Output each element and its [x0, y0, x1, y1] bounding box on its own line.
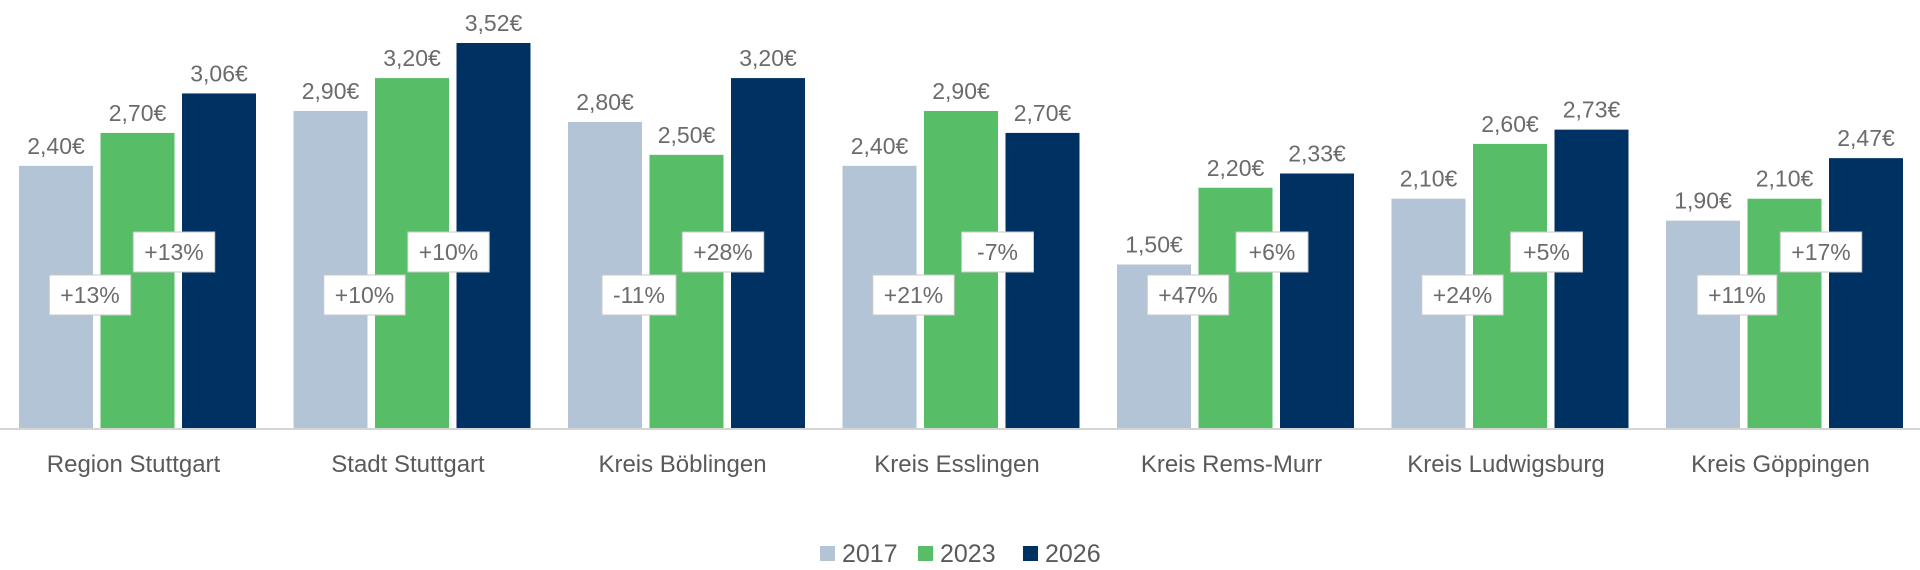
change-label-2023-2026-0: +13%: [144, 239, 203, 265]
value-label-2026-5: 2,73€: [1563, 97, 1621, 123]
value-label-2017-3: 2,40€: [851, 133, 909, 159]
bar-2017-6: [1666, 220, 1740, 429]
change-label-2023-2026-2-box: [681, 231, 765, 273]
change-label-2023-2026-2: +28%: [693, 239, 752, 265]
change-label-2023-2026-6: +17%: [1791, 239, 1850, 265]
value-label-2026-0: 3,06€: [190, 60, 248, 86]
value-label-2023-4: 2,20€: [1207, 155, 1265, 181]
change-label-2017-2023-3-box: [872, 274, 955, 316]
bar-2026-4: [1280, 173, 1354, 429]
value-label-2026-2: 3,20€: [739, 45, 797, 71]
value-label-2023-5: 2,60€: [1481, 111, 1539, 137]
category-label-4: Kreis Rems-Murr: [1141, 451, 1322, 478]
legend-swatch-2017: [820, 546, 835, 561]
legend: 2017 2023 2026: [820, 540, 1101, 568]
legend-label-2017: 2017: [842, 540, 898, 568]
change-label-2023-2026-1-box: [407, 231, 490, 273]
value-label-2017-6: 1,90€: [1674, 188, 1732, 214]
value-label-2026-3: 2,70€: [1014, 100, 1072, 126]
change-label-2017-2023-1: +10%: [335, 282, 394, 308]
category-label-1: Stadt Stuttgart: [331, 451, 485, 478]
value-label-2023-1: 3,20€: [383, 45, 441, 71]
change-label-2017-2023-5-box: [1421, 274, 1504, 316]
change-label-2017-2023-5: +24%: [1433, 282, 1492, 308]
category-label-3: Kreis Esslingen: [874, 451, 1039, 478]
value-label-2017-2: 2,80€: [576, 89, 634, 115]
change-label-2017-2023-2-box: [601, 274, 677, 316]
value-label-2017-0: 2,40€: [27, 133, 85, 159]
change-label-2023-2026-5: +5%: [1523, 239, 1570, 265]
legend-swatch-2026: [1023, 546, 1038, 561]
value-label-2026-6: 2,47€: [1837, 125, 1895, 151]
value-label-2023-2: 2,50€: [658, 122, 716, 148]
change-label-2017-2023-1-box: [323, 274, 406, 316]
change-labels-layer: +13% +13% +10% +10% -11% +28% +21% -7% +47% +6% +2…: [48, 231, 1863, 316]
legend-label-2023: 2023: [940, 540, 996, 568]
change-label-2023-2026-4: +6%: [1249, 239, 1296, 265]
value-label-2026-4: 2,33€: [1288, 140, 1346, 166]
change-label-2017-2023-6: +11%: [1708, 282, 1766, 308]
change-label-2023-2026-3: -7%: [977, 239, 1018, 265]
category-label-0: Region Stuttgart: [47, 451, 221, 478]
change-label-2023-2026-6-box: [1779, 231, 1863, 273]
bar-2026-5: [1554, 129, 1629, 429]
value-label-2017-5: 2,10€: [1400, 166, 1458, 192]
change-label-2017-2023-4: +47%: [1158, 282, 1217, 308]
category-labels-layer: Region Stuttgart Stadt Stuttgart Kreis Böb…: [47, 451, 1870, 478]
change-label-2017-2023-3: +21%: [884, 282, 943, 308]
change-label-2017-2023-4-box: [1146, 274, 1230, 316]
bar-2026-6: [1829, 158, 1903, 430]
category-label-6: Kreis Göppingen: [1691, 451, 1870, 478]
change-label-2023-2026-0-box: [132, 231, 216, 273]
value-label-2017-1: 2,90€: [302, 78, 360, 104]
category-label-2: Kreis Böblingen: [598, 451, 766, 478]
value-labels-layer: 2,40€ 2,70€ 3,06€ 2,90€ 3,20€ 3,52€ 2,80€ 2,50€…: [27, 10, 1895, 258]
change-label-2017-2023-6-box: [1696, 274, 1778, 316]
bar-2017-1: [293, 110, 368, 429]
legend-label-2026: 2026: [1045, 540, 1101, 568]
legend-swatch-2023: [918, 546, 933, 561]
change-label-2017-2023-0: +13%: [60, 282, 119, 308]
category-label-5: Kreis Ludwigsburg: [1407, 451, 1604, 478]
bar-2026-3: [1005, 132, 1080, 429]
change-label-2023-2026-3-box: [961, 231, 1034, 273]
value-label-2017-4: 1,50€: [1125, 232, 1183, 258]
change-label-2023-2026-4-box: [1235, 231, 1309, 273]
change-label-2017-2023-0-box: [48, 274, 132, 316]
value-label-2023-0: 2,70€: [109, 100, 167, 126]
change-label-2023-2026-5-box: [1510, 231, 1583, 273]
change-label-2017-2023-2: -11%: [613, 282, 665, 308]
value-label-2023-3: 2,90€: [932, 78, 990, 104]
value-label-2026-1: 3,52€: [465, 10, 523, 36]
change-label-2023-2026-1: +10%: [419, 239, 478, 265]
value-label-2023-6: 2,10€: [1756, 166, 1814, 192]
